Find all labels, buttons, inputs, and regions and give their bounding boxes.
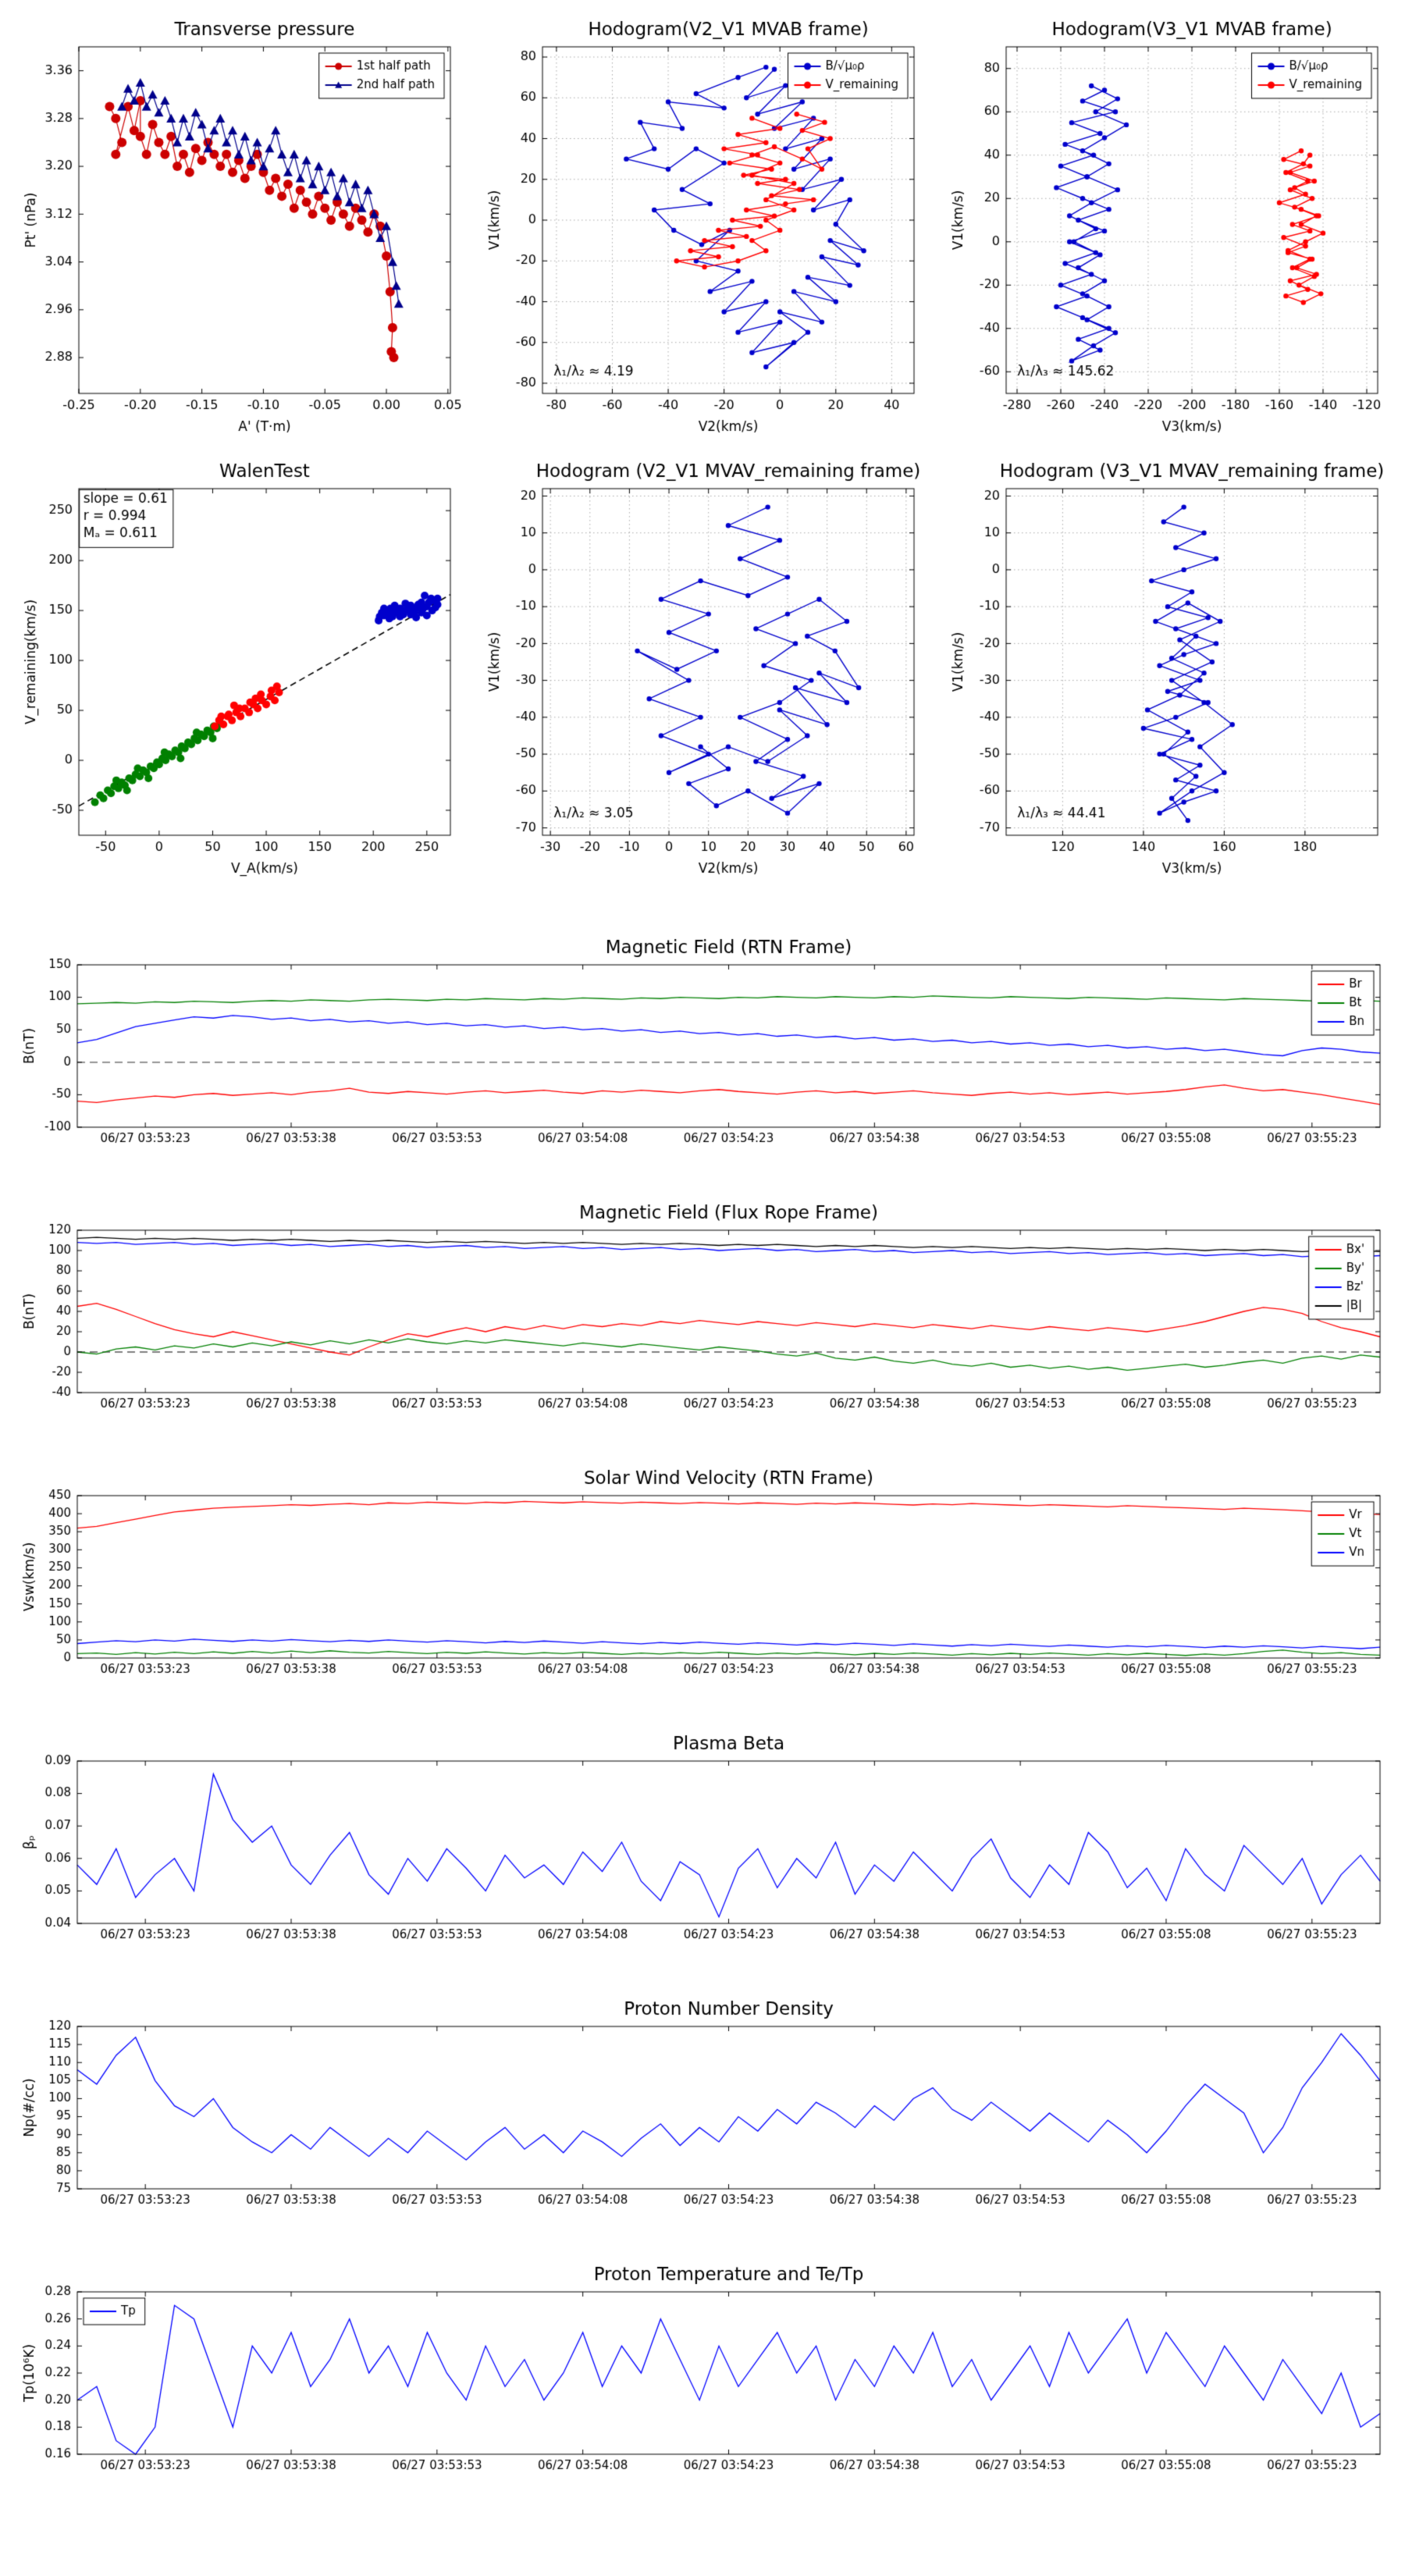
panel-hodogram-v2v1-mvab bbox=[474, 8, 927, 445]
time-series-stack bbox=[0, 930, 1405, 2500]
panel-plasma-beta bbox=[11, 1727, 1394, 1969]
chart-transverse-pressure bbox=[10, 8, 463, 445]
panel-hodogram-v3v1-mvav bbox=[937, 450, 1390, 887]
row-1 bbox=[0, 8, 1405, 445]
figure bbox=[0, 8, 1405, 2500]
panel-walen-test bbox=[10, 450, 463, 887]
chart-hodogram-v2v1-mvav bbox=[474, 450, 927, 887]
chart-plasma-beta bbox=[11, 1727, 1394, 1969]
chart-proton-number-density bbox=[11, 1992, 1394, 2234]
panel-solar-wind-velocity bbox=[11, 1461, 1394, 1703]
panel-magnetic-field-flux-rope bbox=[11, 1196, 1394, 1438]
chart-walen-test bbox=[10, 450, 463, 887]
chart-solar-wind-velocity bbox=[11, 1461, 1394, 1703]
chart-hodogram-v3v1-mvab bbox=[937, 8, 1390, 445]
row-2 bbox=[0, 450, 1405, 887]
chart-hodogram-v3v1-mvav bbox=[937, 450, 1390, 887]
panel-magnetic-field-rtn bbox=[11, 930, 1394, 1172]
chart-hodogram-v2v1-mvab bbox=[474, 8, 927, 445]
panel-proton-number-density bbox=[11, 1992, 1394, 2234]
panel-hodogram-v3v1-mvab bbox=[937, 8, 1390, 445]
panel-proton-temperature bbox=[11, 2258, 1394, 2500]
panel-hodogram-v2v1-mvav bbox=[474, 450, 927, 887]
chart-magnetic-field-flux-rope bbox=[11, 1196, 1394, 1438]
chart-proton-temperature bbox=[11, 2258, 1394, 2500]
chart-magnetic-field-rtn bbox=[11, 930, 1394, 1172]
panel-transverse-pressure bbox=[10, 8, 463, 445]
